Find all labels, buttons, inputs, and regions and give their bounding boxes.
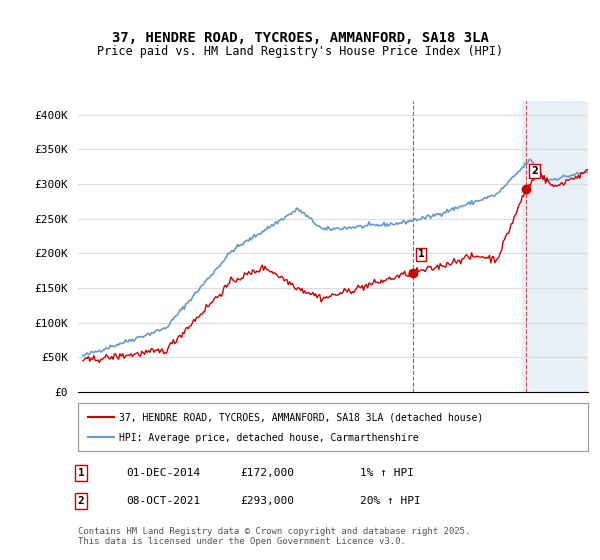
Text: 37, HENDRE ROAD, TYCROES, AMMANFORD, SA18 3LA: 37, HENDRE ROAD, TYCROES, AMMANFORD, SA1… [112,31,488,45]
Bar [522,101,600,392]
Text: 1: 1 [418,250,425,259]
Text: 20% ↑ HPI: 20% ↑ HPI [360,496,421,506]
Text: HPI: Average price, detached house, Carmarthenshire: HPI: Average price, detached house, Carm… [119,433,418,443]
Text: £293,000: £293,000 [240,496,294,506]
Text: 1: 1 [77,468,85,478]
Text: 08-OCT-2021: 08-OCT-2021 [126,496,200,506]
Text: 37, HENDRE ROAD, TYCROES, AMMANFORD, SA18 3LA (detached house): 37, HENDRE ROAD, TYCROES, AMMANFORD, SA1… [119,413,483,422]
Text: 1% ↑ HPI: 1% ↑ HPI [360,468,414,478]
Text: 01-DEC-2014: 01-DEC-2014 [126,468,200,478]
Text: 2: 2 [531,166,538,176]
Text: Contains HM Land Registry data © Crown copyright and database right 2025.
This d: Contains HM Land Registry data © Crown c… [78,526,470,546]
Text: Price paid vs. HM Land Registry's House Price Index (HPI): Price paid vs. HM Land Registry's House … [97,45,503,58]
Text: £172,000: £172,000 [240,468,294,478]
Text: 2: 2 [77,496,85,506]
